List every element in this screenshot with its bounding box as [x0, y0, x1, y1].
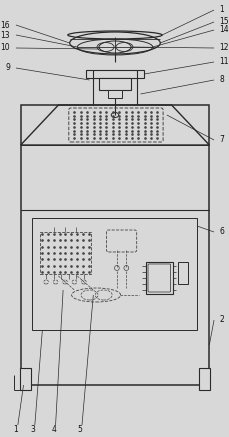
Bar [32, 218, 196, 330]
Text: 4: 4 [51, 426, 56, 434]
Bar [198, 368, 209, 390]
Text: 11: 11 [219, 58, 228, 66]
Text: 16: 16 [1, 21, 10, 30]
Text: 1: 1 [219, 6, 224, 14]
Text: 13: 13 [1, 31, 10, 39]
Text: 3: 3 [30, 426, 35, 434]
Bar [177, 262, 187, 284]
Text: 2: 2 [219, 316, 224, 325]
Text: 9: 9 [5, 63, 10, 73]
Bar [108, 90, 121, 98]
Text: 10: 10 [1, 44, 10, 52]
Bar [85, 70, 144, 78]
Text: 15: 15 [219, 17, 228, 27]
Text: 6: 6 [219, 228, 224, 236]
Bar [21, 105, 208, 385]
Text: 12: 12 [219, 44, 228, 52]
Text: 14: 14 [219, 25, 228, 35]
Text: 1: 1 [14, 426, 18, 434]
Bar [20, 368, 31, 390]
Bar [39, 232, 91, 274]
Text: 7: 7 [219, 135, 224, 145]
Text: 8: 8 [219, 76, 224, 84]
Text: 5: 5 [77, 426, 82, 434]
Bar [145, 262, 172, 294]
Bar [98, 78, 131, 90]
